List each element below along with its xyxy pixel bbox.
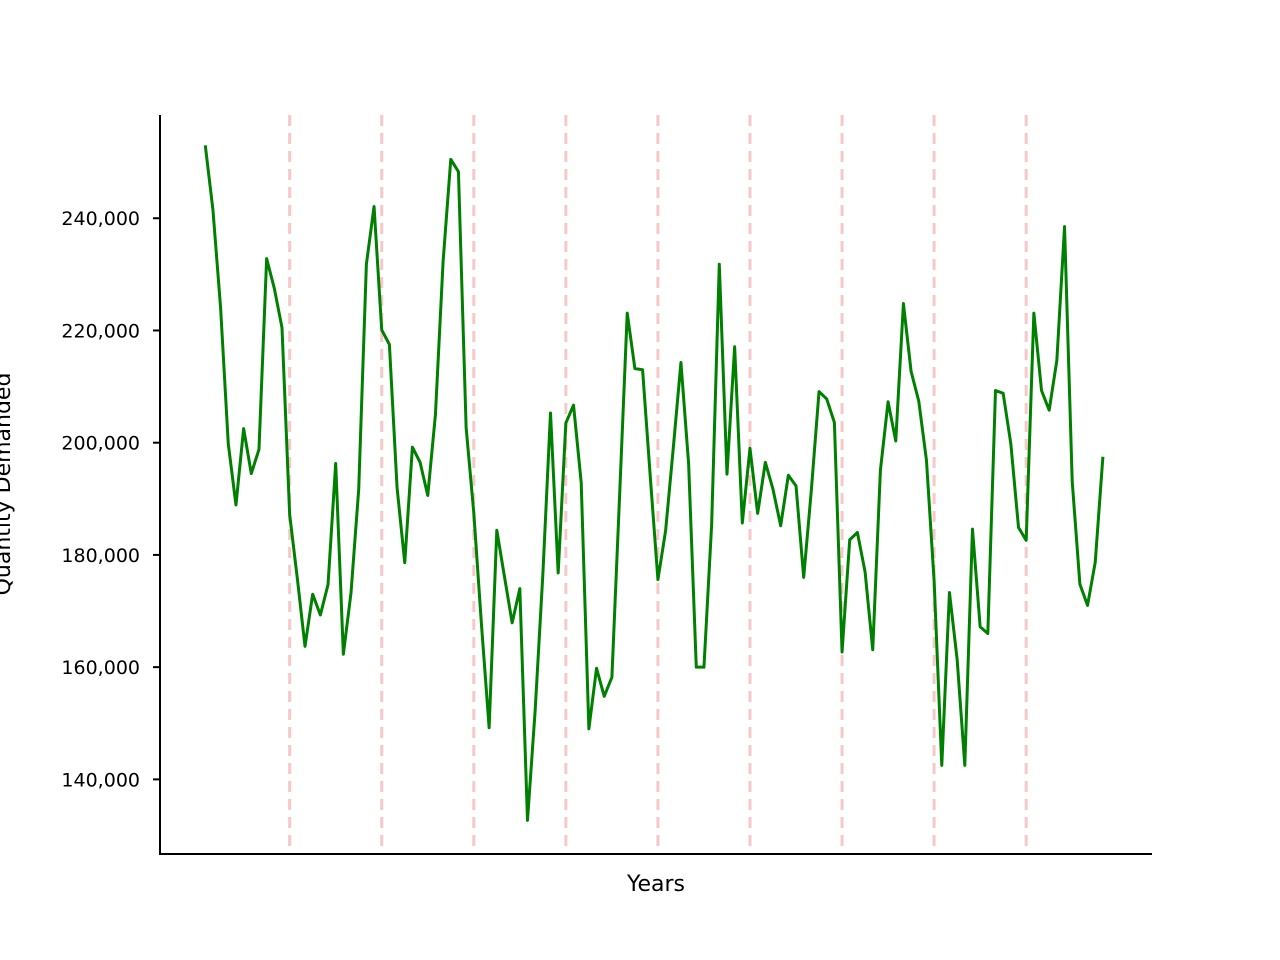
y-tick-label-0: 140,000 <box>61 769 140 791</box>
y-ticks: 140,000 160,000 180,000 200,000 220,000 240,0… <box>61 208 160 791</box>
y-axis-label: Quantity Demanded <box>0 373 16 596</box>
y-tick-label-2: 180,000 <box>61 545 140 567</box>
y-tick-label-1: 160,000 <box>61 657 140 679</box>
y-tick-label-4: 220,000 <box>61 320 140 342</box>
series-group <box>203 145 1105 822</box>
series-line-0 <box>203 145 1105 822</box>
y-tick-label-5: 240,000 <box>61 208 140 230</box>
x-axis-label: Years <box>626 872 685 897</box>
axes <box>159 115 1152 855</box>
y-tick-label-3: 200,000 <box>61 433 140 455</box>
vertical-reference-lines <box>288 115 1028 854</box>
